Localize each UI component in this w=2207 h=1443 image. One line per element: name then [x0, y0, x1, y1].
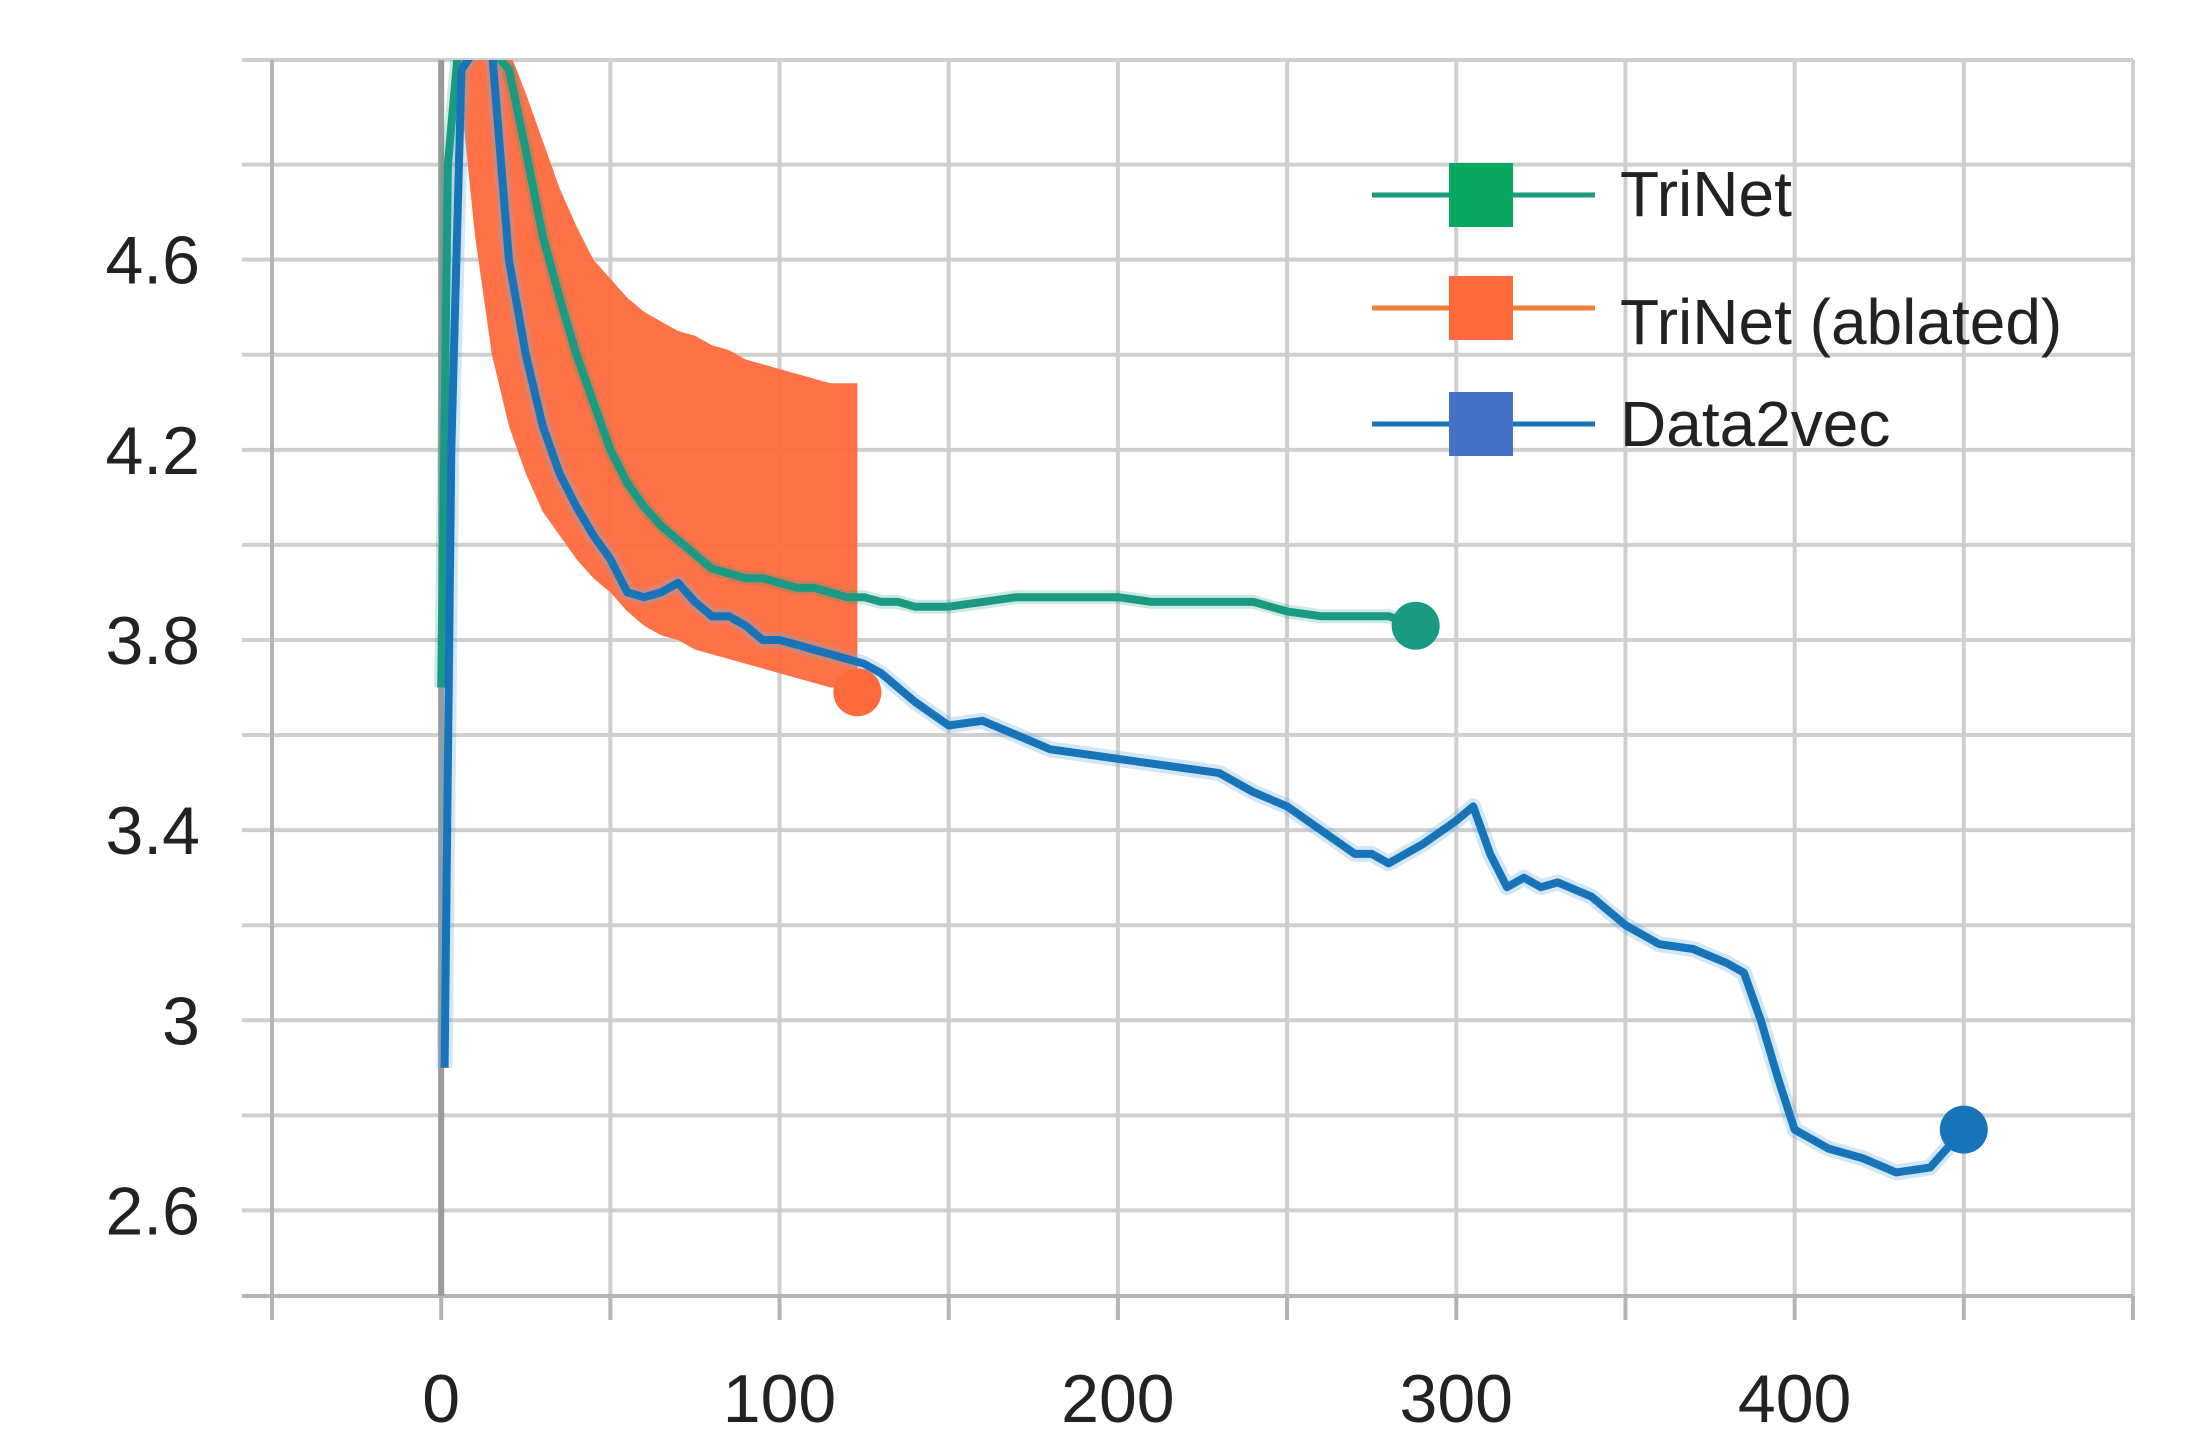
y-tick-label: 2.6: [105, 1173, 200, 1249]
x-tick-label: 400: [1738, 1361, 1851, 1437]
legend-swatch-data2vec: [1449, 392, 1513, 456]
legend-label-trinet: TriNet: [1620, 158, 1792, 230]
legend-item-trinet-ablated: TriNet (ablated): [1372, 276, 2062, 358]
y-tick-label: 4.6: [105, 223, 200, 299]
series-band-trinet-ablated: [458, 60, 858, 688]
series-lines-layer: [434, 60, 1970, 1181]
end-marker-trinet: [1391, 601, 1440, 650]
x-tick-label: 100: [723, 1361, 836, 1437]
y-tick-label: 3.4: [105, 793, 200, 869]
legend-item-trinet: TriNet: [1372, 158, 1792, 230]
legend-swatch-trinet: [1449, 163, 1513, 227]
y-tick-label: 3: [162, 983, 200, 1059]
series-raw-trinet: [434, 60, 1419, 688]
y-tick-label: 4.2: [105, 413, 200, 489]
series-line-data2vec: [440, 60, 1967, 1177]
legend-swatch-trinet-ablated: [1449, 276, 1513, 340]
x-tick-label: 200: [1061, 1361, 1174, 1437]
end-markers-layer: [833, 601, 1988, 1154]
end-marker-trinet-ablated: [833, 668, 882, 717]
tick-labels: 0 100 200 300 400 2.6 3 3.4 3.8 4.2 4.6: [105, 223, 1851, 1437]
legend: TriNet TriNet (ablated) Data2vec: [1372, 158, 2062, 460]
y-tick-label: 3.8: [105, 603, 200, 679]
legend-label-trinet-ablated: TriNet (ablated): [1620, 286, 2062, 358]
ablated-band-layer: [458, 60, 858, 688]
end-marker-data2vec: [1939, 1105, 1988, 1154]
series-line-trinet: [437, 60, 1418, 688]
x-tick-label: 0: [422, 1361, 460, 1437]
grid: [242, 58, 2135, 1296]
x-tick-label: 300: [1400, 1361, 1513, 1437]
legend-item-data2vec: Data2vec: [1372, 388, 1890, 460]
legend-label-data2vec: Data2vec: [1620, 388, 1890, 460]
